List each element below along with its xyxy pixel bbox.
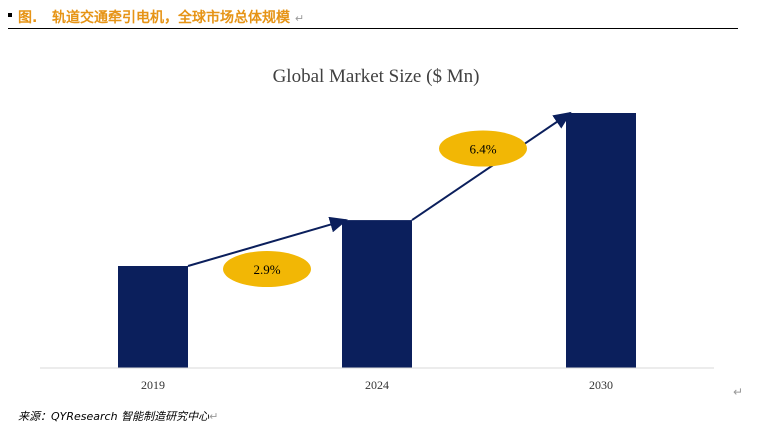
bar-2024 bbox=[342, 220, 412, 368]
bar-2019 bbox=[118, 266, 188, 368]
return-mark-icon: ↵ bbox=[294, 12, 305, 25]
chart-title: Global Market Size ($ Mn) bbox=[273, 66, 480, 87]
x-tick-label-2024: 2024 bbox=[365, 378, 389, 392]
return-mark-icon: ↵ bbox=[733, 385, 744, 399]
growth-badge-2019-2024 bbox=[223, 251, 311, 288]
growth-arrow-2019-2024 bbox=[187, 216, 348, 267]
bar-2030 bbox=[566, 113, 636, 368]
growth-badge-2024-2030 bbox=[439, 130, 527, 167]
return-mark-icon: ↵ bbox=[209, 410, 219, 423]
figure-heading: 图. 轨道交通牵引电机，全球市场总体规模 ↵ bbox=[8, 6, 738, 29]
market-size-chart: Global Market Size ($ Mn) 2019 2024 2030 2.… bbox=[40, 66, 714, 392]
source-note: 来源：QYResearch 智能制造研究中心↵ bbox=[18, 408, 218, 424]
growth-arrow-2024-2030 bbox=[411, 111, 572, 221]
heading-prefix: 图. bbox=[18, 10, 38, 26]
x-tick-label-2030: 2030 bbox=[589, 378, 613, 392]
bullet-icon bbox=[8, 13, 12, 17]
heading-title: 轨道交通牵引电机，全球市场总体规模 bbox=[51, 10, 290, 26]
source-text: 来源：QYResearch 智能制造研究中心 bbox=[18, 410, 210, 423]
x-tick-label-2019: 2019 bbox=[141, 378, 165, 392]
growth-label-2019-2024: 2.9% bbox=[253, 262, 280, 277]
growth-label-2024-2030: 6.4% bbox=[469, 142, 496, 157]
